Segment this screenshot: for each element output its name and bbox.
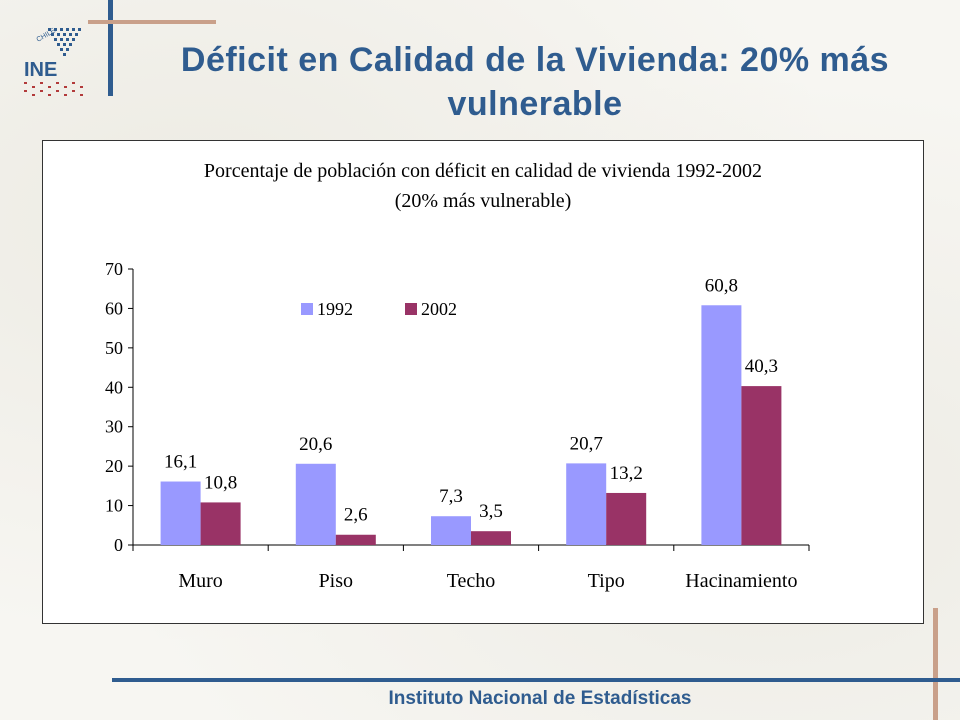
data-label: 16,1: [164, 452, 197, 473]
y-tick-label: 40: [105, 377, 123, 397]
y-tick-label: 10: [105, 496, 123, 516]
logo-text: INE: [24, 59, 57, 81]
logo-dot: [48, 28, 51, 31]
logo-dot: [24, 90, 27, 92]
bar-2002-piso: [335, 534, 376, 545]
bar-2002-techo: [471, 531, 511, 545]
logo-dot: [48, 94, 51, 96]
bar-1992-piso: [295, 463, 336, 545]
logo-dot: [60, 48, 63, 51]
logo-dot: [56, 90, 59, 92]
data-label: 20,7: [570, 433, 603, 454]
logo-dot: [63, 33, 66, 36]
logo-dot: [57, 43, 60, 46]
logo-dot: [75, 33, 78, 36]
logo-dot: [40, 90, 43, 92]
logo-dot: [72, 38, 75, 41]
bar-1992-muro: [160, 481, 201, 545]
logo-dot: [32, 86, 35, 88]
y-tick-label: 50: [105, 338, 123, 358]
legend-swatch-1992: [301, 303, 313, 315]
logo-dot: [60, 28, 63, 31]
logo-dot: [51, 33, 54, 36]
logo-dot: [40, 82, 43, 84]
bar-chart: Porcentaje de población con déficit en c…: [105, 160, 810, 592]
logo-dot: [69, 33, 72, 36]
data-label: 3,5: [479, 501, 503, 522]
y-tick-label: 20: [105, 456, 123, 476]
data-label: 40,3: [745, 356, 778, 377]
bar-1992-tipo: [566, 463, 607, 545]
logo-dot: [66, 38, 69, 41]
legend-label: 2002: [421, 299, 457, 319]
decorative-horizontal-line-top: [88, 20, 216, 24]
logo-dot: [66, 28, 69, 31]
footer-text: Instituto Nacional de Estadísticas: [388, 688, 692, 709]
x-category-label: Muro: [178, 570, 222, 592]
logo-dot: [72, 82, 75, 84]
data-label: 7,3: [439, 486, 463, 507]
y-tick-label: 0: [114, 535, 123, 555]
logo-dot: [80, 94, 83, 96]
logo-dot: [78, 28, 81, 31]
logo-dot: [63, 53, 66, 56]
bar-2002-hacinamiento: [741, 386, 782, 545]
logo-dot: [72, 28, 75, 31]
logo-dot: [54, 38, 57, 41]
chart-subtitle: (20% más vulnerable): [395, 190, 572, 212]
slide-title: Déficit en Calidad de la Vivienda: 20% m…: [180, 41, 890, 123]
logo-dot: [69, 43, 72, 46]
decorative-horizontal-line-bottom: [112, 678, 960, 682]
logo-dot: [64, 86, 67, 88]
bar-1992-techo: [431, 516, 471, 545]
logo-dot: [57, 33, 60, 36]
x-category-label: Techo: [447, 570, 496, 592]
decorative-vertical-line-top: [108, 0, 113, 96]
logo-dot: [66, 48, 69, 51]
bar-2002-muro: [200, 502, 241, 545]
logo-dot: [64, 94, 67, 96]
logo-dot: [72, 90, 75, 92]
data-label: 60,8: [705, 275, 738, 296]
bar-1992-hacinamiento: [701, 305, 742, 545]
logo-dot: [80, 86, 83, 88]
logo-dot: [56, 82, 59, 84]
x-category-label: Piso: [319, 570, 353, 592]
y-tick-label: 60: [105, 298, 123, 318]
logo-dot: [60, 38, 63, 41]
y-tick-label: 30: [105, 417, 123, 437]
logo-dot: [63, 43, 66, 46]
logo-dot: [48, 86, 51, 88]
logo-dot: [32, 94, 35, 96]
logo-dot: [54, 28, 57, 31]
decorative-vertical-line-right: [933, 608, 938, 720]
logo-dot: [24, 82, 27, 84]
x-category-label: Hacinamiento: [685, 570, 797, 592]
y-tick-label: 70: [105, 259, 123, 279]
data-label: 2,6: [344, 505, 368, 526]
data-label: 13,2: [610, 463, 643, 484]
chart-frame: Porcentaje de población con déficit en c…: [42, 140, 924, 624]
bar-2002-tipo: [606, 492, 647, 545]
data-label: 20,6: [299, 434, 332, 455]
ine-logo: INE CHILE: [18, 22, 90, 98]
chart-title: Porcentaje de población con déficit en c…: [204, 160, 762, 182]
data-label: 10,8: [204, 472, 237, 493]
x-category-label: Tipo: [588, 570, 625, 592]
legend-swatch-2002: [405, 303, 417, 315]
legend-label: 1992: [317, 299, 353, 319]
